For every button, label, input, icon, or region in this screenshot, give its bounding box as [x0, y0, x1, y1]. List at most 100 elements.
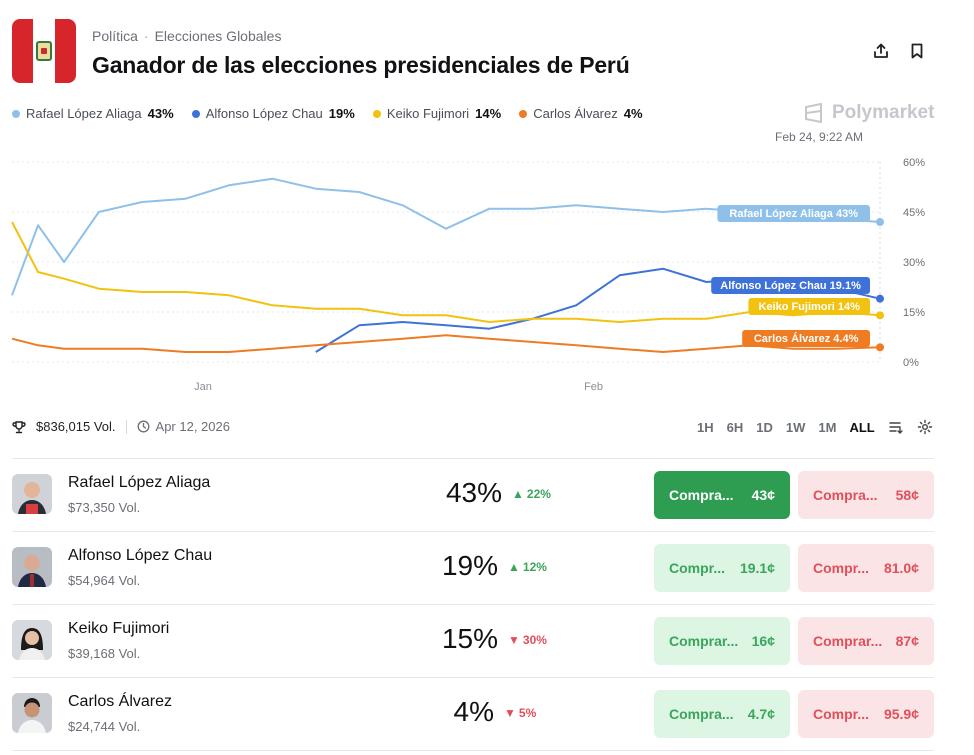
avatar — [12, 620, 52, 660]
series-end-label-bg — [711, 277, 870, 294]
outcome-change: ▼ 30% — [508, 633, 547, 647]
outcome-row-fujimori[interactable]: Keiko Fujimori $39,168 Vol. 15% ▼ 30% Com… — [12, 605, 934, 677]
buy-no-button[interactable]: Compr... 95.9¢ — [798, 690, 934, 738]
series-line — [11, 221, 881, 323]
buy-yes-button[interactable]: Compra... 4.7¢ — [654, 690, 790, 738]
divider — [12, 677, 934, 678]
settings-gear-icon[interactable] — [917, 419, 933, 435]
outcome-row-lopez-chau[interactable]: Alfonso López Chau $54,964 Vol. 19% ▲ 12%… — [12, 532, 934, 604]
breadcrumb-category[interactable]: Política — [92, 28, 138, 44]
buy-no-price: 95.9¢ — [883, 706, 919, 722]
outcome-change-value: 30% — [522, 633, 547, 647]
end-date: Apr 12, 2026 — [137, 419, 230, 434]
legend-item-alvarez: Carlos Álvarez 4% — [519, 106, 643, 121]
outcome-row-lopez-aliaga[interactable]: Rafael López Aliaga $73,350 Vol. 43% ▲ 22… — [12, 459, 934, 531]
buy-no-button[interactable]: Compr... 81.0¢ — [798, 544, 934, 592]
legend-item-lopez-aliaga: Rafael López Aliaga 43% — [12, 106, 174, 121]
outcome-change: ▲ 12% — [508, 560, 547, 574]
buy-yes-price: 43¢ — [751, 487, 775, 503]
legend-swatch — [12, 109, 20, 118]
divider — [12, 458, 934, 459]
outcome-volume: $54,964 Vol. — [68, 573, 141, 588]
range-all[interactable]: ALL — [849, 419, 875, 435]
y-tick-label: 15% — [903, 307, 925, 319]
buy-yes-button[interactable]: Comprar... 16¢ — [654, 617, 790, 665]
buy-yes-label: Compra... — [669, 487, 734, 503]
buy-no-label: Compr... — [813, 706, 870, 722]
avatar — [12, 474, 52, 514]
series-line — [11, 334, 881, 353]
polymarket-logo: Polymarket — [804, 102, 934, 124]
triangle-down-icon: ▼ — [508, 633, 520, 647]
divider — [125, 419, 127, 434]
range-1w[interactable]: 1W — [785, 419, 806, 435]
divider — [12, 750, 934, 751]
buy-no-button[interactable]: Comprar... 87¢ — [798, 617, 934, 665]
brand-name: Polymarket — [832, 102, 935, 123]
x-tick-label: Feb — [584, 381, 603, 393]
triangle-up-icon: ▲ — [512, 487, 524, 501]
outcome-probability: 15% — [441, 623, 498, 654]
outcome-change-value: 12% — [522, 560, 547, 574]
buy-yes-button[interactable]: Compr... 19.1¢ — [654, 544, 790, 592]
series-end-label: Keiko Fujimori 14% — [758, 301, 860, 313]
share-icon[interactable] — [870, 40, 892, 62]
header-actions — [870, 40, 928, 62]
total-volume: $836,015 Vol. — [36, 419, 116, 434]
legend-pct: 14% — [475, 106, 502, 121]
x-tick-label: Jan — [194, 381, 212, 393]
coat-of-arms-icon — [36, 41, 52, 61]
legend-swatch — [372, 109, 381, 118]
legend-swatch — [519, 109, 528, 118]
legend-pct: 19% — [328, 106, 355, 121]
outcome-volume: $24,744 Vol. — [68, 719, 141, 734]
page-title: Ganador de las elecciones presidenciales… — [92, 52, 630, 78]
buy-yes-label: Compr... — [669, 560, 726, 576]
filter-lines-icon[interactable] — [888, 419, 904, 435]
chart-legend: Rafael López Aliaga 43% Alfonso López Ch… — [12, 106, 643, 121]
price-chart[interactable]: 60% 45% 30% 15% 0% Jan Feb Rafael López Aliaga … — [0, 140, 974, 400]
series-endpoint — [876, 343, 884, 352]
clock-icon — [137, 420, 149, 433]
series-endpoint — [876, 218, 884, 226]
breadcrumb-subcategory[interactable]: Elecciones Globales — [154, 28, 282, 44]
buy-yes-price: 4.7¢ — [747, 706, 775, 722]
series-endpoint — [876, 311, 884, 320]
range-1d[interactable]: 1D — [756, 419, 773, 435]
buy-no-price: 87¢ — [895, 633, 919, 649]
series-end-label: Rafael López Aliaga 43% — [729, 208, 858, 220]
polymarket-logo-icon — [805, 103, 822, 123]
range-1h[interactable]: 1H — [697, 419, 714, 435]
buy-no-label: Compra... — [813, 487, 878, 503]
outcome-row-alvarez[interactable]: Carlos Álvarez $24,744 Vol. 4% ▼ 5% Compr… — [12, 678, 934, 750]
legend-swatch — [191, 109, 200, 118]
divider — [12, 531, 934, 532]
legend-item-fujimori: Keiko Fujimori 14% — [372, 106, 502, 121]
y-tick-label: 0% — [903, 357, 919, 369]
buy-no-price: 81.0¢ — [883, 560, 919, 576]
legend-name: Alfonso López Chau — [205, 106, 323, 121]
outcome-volume: $73,350 Vol. — [68, 500, 141, 515]
bookmark-icon[interactable] — [906, 40, 928, 62]
buy-no-label: Comprar... — [813, 633, 883, 649]
trophy-icon — [12, 420, 26, 433]
series-end-label-bg — [742, 330, 870, 347]
peru-flag-icon — [12, 19, 76, 83]
y-tick-label: 45% — [903, 207, 925, 219]
breadcrumb: Política · Elecciones Globales — [92, 28, 281, 44]
range-1m[interactable]: 1M — [818, 419, 837, 435]
outcome-probability: 19% — [441, 550, 498, 581]
legend-name: Carlos Álvarez — [533, 106, 618, 121]
breadcrumb-separator: · — [143, 28, 149, 44]
buy-no-button[interactable]: Compra... 58¢ — [798, 471, 934, 519]
legend-item-lopez-chau: Alfonso López Chau 19% — [191, 106, 355, 121]
buy-yes-button[interactable]: Compra... 43¢ — [654, 471, 790, 519]
time-range-selector: 1H 6H 1D 1W 1M ALL — [697, 419, 933, 435]
triangle-up-icon: ▲ — [508, 560, 520, 574]
outcome-name: Alfonso López Chau — [68, 547, 213, 564]
buy-yes-label: Compra... — [669, 706, 734, 722]
range-6h[interactable]: 6H — [726, 419, 744, 435]
outcome-change-value: 5% — [518, 706, 537, 720]
legend-pct: 4% — [623, 106, 643, 121]
outcome-change: ▲ 22% — [512, 487, 551, 501]
